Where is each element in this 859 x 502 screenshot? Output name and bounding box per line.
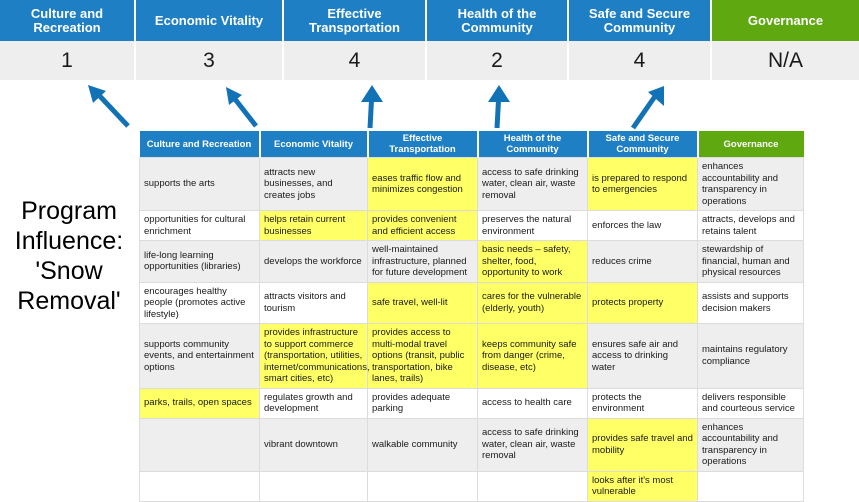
matrix-cell: access to safe drinking water, clean air… <box>477 157 588 211</box>
matrix-cell: life-long learning opportunities (librar… <box>139 240 260 283</box>
matrix-cell: helps retain current businesses <box>259 210 368 241</box>
banner-header-cell: Safe and Secure Community <box>569 0 712 41</box>
matrix-cell: delivers responsible and courteous servi… <box>697 387 804 419</box>
matrix-cell: eases traffic flow and minimizes congest… <box>367 157 478 211</box>
matrix-cell: enhances accountability and transparency… <box>697 417 804 472</box>
arrow-up-right-safety-shaft <box>630 90 661 130</box>
matrix-cell: access to health care <box>477 387 588 419</box>
matrix-cell: attracts new businesses, and creates job… <box>259 157 368 211</box>
banner-header-cell: Governance <box>712 0 859 41</box>
table-row: vibrant downtown walkable community access… <box>139 417 804 472</box>
matrix-cell <box>139 470 260 502</box>
matrix-cell: reduces crime <box>587 240 698 283</box>
arrow-up-left-culture-head <box>88 85 106 103</box>
matrix-column-header: Economic Vitality <box>259 131 369 158</box>
matrix-cell: provides safe travel and mobility <box>587 417 698 472</box>
banner-header-cell: Health of the Community <box>427 0 569 41</box>
matrix-cell: well-maintained infrastructure, planned … <box>367 240 478 283</box>
matrix-cell: provides access to multi-modal travel op… <box>367 323 478 389</box>
matrix-cell <box>367 470 478 502</box>
page-title: Program Influence: 'Snow Removal' <box>14 197 124 315</box>
matrix-cell <box>477 470 588 502</box>
banner-header-cell: Effective Transportation <box>284 0 427 41</box>
scorecard-banner: Culture and Recreation Economic Vitality E… <box>0 0 859 80</box>
arrow-up-left-economic-head <box>226 87 242 105</box>
table-row: looks after it's most vulnerable <box>139 470 804 502</box>
matrix-cell: basic needs – safety, shelter, food, opp… <box>477 240 588 283</box>
matrix-cell: enforces the law <box>587 210 698 241</box>
arrow-up-health-shaft <box>494 90 502 129</box>
matrix-cell <box>139 417 260 472</box>
banner-value-cell: N/A <box>712 41 859 80</box>
matrix-body: supports the arts attracts new businesses… <box>139 157 804 502</box>
matrix-cell: enhances accountability and transparency… <box>697 157 804 211</box>
matrix-cell: is prepared to respond to emergencies <box>587 157 698 211</box>
matrix-header-row: Culture and Recreation Economic Vitality E… <box>139 131 804 158</box>
banner-value-cell: 2 <box>427 41 569 80</box>
table-row: parks, trails, open spaces regulates grow… <box>139 387 804 419</box>
matrix-cell: vibrant downtown <box>259 417 368 472</box>
matrix-column-header: Health of the Community <box>477 131 589 158</box>
matrix-cell: protects the environment <box>587 387 698 419</box>
matrix-cell: supports the arts <box>139 157 260 211</box>
matrix-column-header: Culture and Recreation <box>139 131 261 158</box>
table-row: supports the arts attracts new businesses… <box>139 157 804 211</box>
program-influence-matrix: Culture and Recreation Economic Vitality E… <box>139 131 804 502</box>
matrix-cell <box>259 470 368 502</box>
matrix-cell: provides infrastructure to support comme… <box>259 323 370 389</box>
matrix-header: Culture and Recreation Economic Vitality E… <box>139 131 804 158</box>
matrix-cell: maintains regulatory compliance <box>697 323 804 389</box>
matrix-cell: assists and supports decision makers <box>697 281 804 324</box>
matrix-cell: attracts, develops and retains talent <box>697 210 804 241</box>
matrix-cell: develops the workforce <box>259 240 368 283</box>
banner-value-cell: 1 <box>0 41 136 80</box>
arrow-up-transportation-head <box>361 85 383 102</box>
matrix-cell: provides adequate parking <box>367 387 478 419</box>
matrix-cell: supports community events, and entertain… <box>139 323 260 389</box>
matrix-cell: preserves the natural environment <box>477 210 588 241</box>
matrix-cell: walkable community <box>367 417 478 472</box>
matrix-cell: stewardship of financial, human and phys… <box>697 240 804 283</box>
arrow-up-health-head <box>488 85 510 102</box>
matrix-cell: provides convenient and efficient access <box>367 210 478 241</box>
matrix-cell: parks, trails, open spaces <box>139 387 260 419</box>
matrix-cell: attracts visitors and tourism <box>259 281 368 324</box>
matrix-column-header: Safe and Secure Community <box>587 131 699 158</box>
table-row: encourages healthy people (promotes acti… <box>139 281 804 324</box>
arrow-group <box>88 85 664 130</box>
matrix-cell: encourages healthy people (promotes acti… <box>139 281 260 324</box>
banner-value-row: 1 3 4 2 4 N/A <box>0 41 859 80</box>
table-row: supports community events, and entertain… <box>139 323 804 389</box>
matrix-cell: opportunities for cultural enrichment <box>139 210 260 241</box>
banner-header-cell: Economic Vitality <box>136 0 284 41</box>
banner-header-cell: Culture and Recreation <box>0 0 136 41</box>
table-row: opportunities for cultural enrichment hel… <box>139 210 804 241</box>
banner-value-cell: 3 <box>136 41 284 80</box>
matrix-column-header: Governance <box>697 131 804 158</box>
matrix-cell: protects property <box>587 281 698 324</box>
matrix-cell: cares for the vulnerable (elderly, youth… <box>477 281 588 324</box>
arrow-up-right-safety-head <box>648 86 664 106</box>
banner-value-cell: 4 <box>284 41 427 80</box>
matrix-cell: ensures safe air and access to drinking … <box>587 323 698 389</box>
banner-header-row: Culture and Recreation Economic Vitality E… <box>0 0 859 41</box>
matrix-cell: regulates growth and development <box>259 387 368 419</box>
matrix-column-header: Effective Transportation <box>367 131 479 158</box>
banner-value-cell: 4 <box>569 41 712 80</box>
matrix-cell: keeps community safe from danger (crime,… <box>477 323 588 389</box>
matrix-cell <box>697 470 804 502</box>
matrix-cell: safe travel, well-lit <box>367 281 478 324</box>
arrow-up-transportation-shaft <box>367 90 375 129</box>
table-row: life-long learning opportunities (librar… <box>139 240 804 283</box>
matrix-cell: access to safe drinking water, clean air… <box>477 417 588 472</box>
arrow-up-left-economic-shaft <box>229 92 258 128</box>
arrow-up-left-culture-shaft <box>93 89 130 128</box>
matrix-cell: looks after it's most vulnerable <box>587 470 698 502</box>
